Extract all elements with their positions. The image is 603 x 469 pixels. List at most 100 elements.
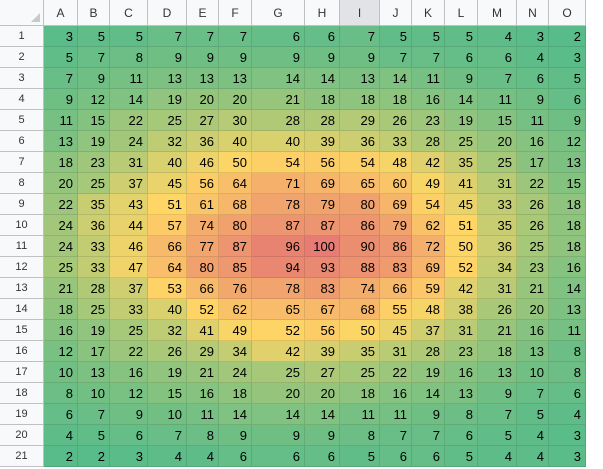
- cell-a17[interactable]: 10: [44, 362, 78, 383]
- row-header-12[interactable]: 12: [0, 257, 44, 278]
- cell-g8[interactable]: 71: [252, 173, 305, 194]
- cell-o9[interactable]: 18: [549, 194, 586, 215]
- cell-j14[interactable]: 55: [380, 299, 412, 320]
- cell-d2[interactable]: 9: [148, 47, 187, 68]
- cell-l21[interactable]: 5: [445, 446, 478, 467]
- cell-c4[interactable]: 14: [110, 89, 148, 110]
- column-header-n[interactable]: N: [517, 0, 549, 26]
- cell-o17[interactable]: 8: [549, 362, 586, 383]
- cell-f16[interactable]: 34: [219, 341, 252, 362]
- row-header-16[interactable]: 16: [0, 341, 44, 362]
- cell-e18[interactable]: 16: [187, 383, 219, 404]
- column-header-b[interactable]: B: [78, 0, 110, 26]
- cell-g12[interactable]: 94: [252, 257, 305, 278]
- cell-j11[interactable]: 86: [380, 236, 412, 257]
- cell-g16[interactable]: 42: [252, 341, 305, 362]
- cell-k14[interactable]: 48: [412, 299, 445, 320]
- row-header-6[interactable]: 6: [0, 131, 44, 152]
- cell-h10[interactable]: 87: [305, 215, 340, 236]
- cell-o16[interactable]: 8: [549, 341, 586, 362]
- cell-j10[interactable]: 79: [380, 215, 412, 236]
- cell-n15[interactable]: 16: [517, 320, 549, 341]
- cell-c20[interactable]: 6: [110, 425, 148, 446]
- cell-o20[interactable]: 3: [549, 425, 586, 446]
- cell-d4[interactable]: 19: [148, 89, 187, 110]
- cell-f19[interactable]: 14: [219, 404, 252, 425]
- cell-h13[interactable]: 83: [305, 278, 340, 299]
- cell-f5[interactable]: 30: [219, 110, 252, 131]
- cell-k8[interactable]: 49: [412, 173, 445, 194]
- cell-b15[interactable]: 19: [78, 320, 110, 341]
- cell-m5[interactable]: 15: [478, 110, 517, 131]
- row-header-20[interactable]: 20: [0, 425, 44, 446]
- cell-e4[interactable]: 20: [187, 89, 219, 110]
- cell-a18[interactable]: 8: [44, 383, 78, 404]
- cell-c2[interactable]: 8: [110, 47, 148, 68]
- cell-f21[interactable]: 6: [219, 446, 252, 467]
- cell-c16[interactable]: 22: [110, 341, 148, 362]
- cell-n7[interactable]: 17: [517, 152, 549, 173]
- cell-k9[interactable]: 54: [412, 194, 445, 215]
- cell-b3[interactable]: 9: [78, 68, 110, 89]
- cell-l8[interactable]: 41: [445, 173, 478, 194]
- cell-m2[interactable]: 6: [478, 47, 517, 68]
- cell-e8[interactable]: 56: [187, 173, 219, 194]
- cell-i7[interactable]: 54: [340, 152, 380, 173]
- cell-f7[interactable]: 50: [219, 152, 252, 173]
- cell-k10[interactable]: 62: [412, 215, 445, 236]
- cell-m18[interactable]: 9: [478, 383, 517, 404]
- cell-i14[interactable]: 68: [340, 299, 380, 320]
- cell-l9[interactable]: 45: [445, 194, 478, 215]
- cell-o10[interactable]: 18: [549, 215, 586, 236]
- cell-b4[interactable]: 12: [78, 89, 110, 110]
- cell-m8[interactable]: 31: [478, 173, 517, 194]
- cell-d11[interactable]: 66: [148, 236, 187, 257]
- cell-h21[interactable]: 6: [305, 446, 340, 467]
- cell-j16[interactable]: 31: [380, 341, 412, 362]
- cell-n20[interactable]: 4: [517, 425, 549, 446]
- cell-c6[interactable]: 24: [110, 131, 148, 152]
- cell-j9[interactable]: 69: [380, 194, 412, 215]
- cell-j19[interactable]: 11: [380, 404, 412, 425]
- cell-m21[interactable]: 4: [478, 446, 517, 467]
- column-header-m[interactable]: M: [478, 0, 517, 26]
- cell-a21[interactable]: 2: [44, 446, 78, 467]
- cell-b13[interactable]: 28: [78, 278, 110, 299]
- cell-a10[interactable]: 24: [44, 215, 78, 236]
- cell-b8[interactable]: 25: [78, 173, 110, 194]
- cell-m15[interactable]: 21: [478, 320, 517, 341]
- row-header-18[interactable]: 18: [0, 383, 44, 404]
- row-header-10[interactable]: 10: [0, 215, 44, 236]
- cell-m17[interactable]: 13: [478, 362, 517, 383]
- cell-d20[interactable]: 7: [148, 425, 187, 446]
- cell-m14[interactable]: 26: [478, 299, 517, 320]
- cell-l17[interactable]: 16: [445, 362, 478, 383]
- cell-l15[interactable]: 31: [445, 320, 478, 341]
- cell-c9[interactable]: 43: [110, 194, 148, 215]
- cell-c12[interactable]: 47: [110, 257, 148, 278]
- cell-i15[interactable]: 50: [340, 320, 380, 341]
- row-header-11[interactable]: 11: [0, 236, 44, 257]
- cell-f17[interactable]: 24: [219, 362, 252, 383]
- cell-d19[interactable]: 10: [148, 404, 187, 425]
- cell-k12[interactable]: 69: [412, 257, 445, 278]
- cell-c10[interactable]: 44: [110, 215, 148, 236]
- cell-n4[interactable]: 9: [517, 89, 549, 110]
- cell-o6[interactable]: 12: [549, 131, 586, 152]
- cell-a6[interactable]: 13: [44, 131, 78, 152]
- cell-i6[interactable]: 36: [340, 131, 380, 152]
- cell-h3[interactable]: 14: [305, 68, 340, 89]
- cell-c8[interactable]: 37: [110, 173, 148, 194]
- cell-n16[interactable]: 13: [517, 341, 549, 362]
- cell-b19[interactable]: 7: [78, 404, 110, 425]
- cell-l13[interactable]: 42: [445, 278, 478, 299]
- cell-h19[interactable]: 14: [305, 404, 340, 425]
- column-header-e[interactable]: E: [187, 0, 219, 26]
- column-header-f[interactable]: F: [219, 0, 252, 26]
- cell-b18[interactable]: 10: [78, 383, 110, 404]
- cell-n17[interactable]: 10: [517, 362, 549, 383]
- cell-j12[interactable]: 83: [380, 257, 412, 278]
- cell-a14[interactable]: 18: [44, 299, 78, 320]
- cell-n14[interactable]: 20: [517, 299, 549, 320]
- cell-d3[interactable]: 13: [148, 68, 187, 89]
